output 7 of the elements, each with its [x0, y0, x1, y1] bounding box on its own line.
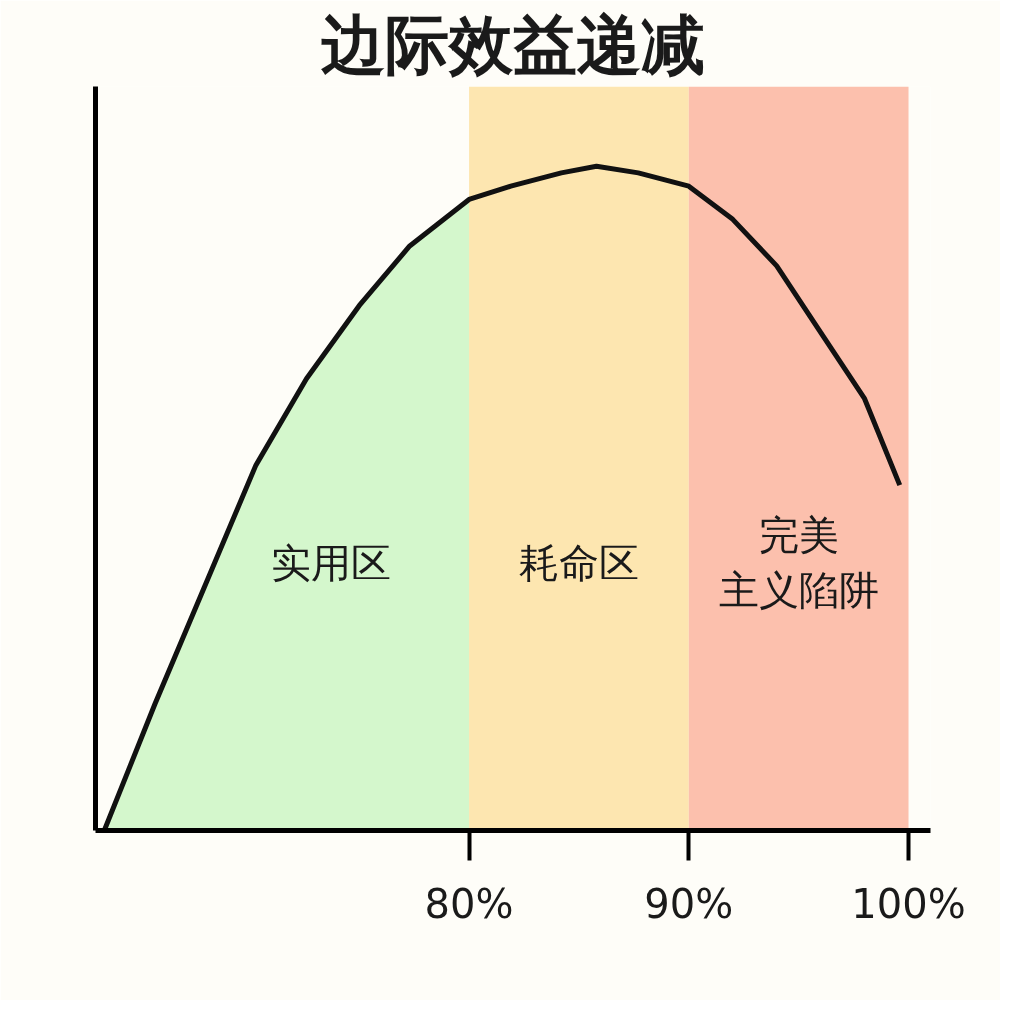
band-label: 耗命区	[518, 539, 639, 586]
annotation: 实用区	[270, 539, 391, 586]
x-tick-label: 80%	[424, 880, 514, 927]
x-tick-label: 100%	[851, 880, 966, 927]
x-tick-label: 90%	[644, 880, 734, 927]
chart-title: 边际效益递减	[321, 7, 705, 82]
band-label: 完美主义陷阱	[718, 512, 879, 614]
